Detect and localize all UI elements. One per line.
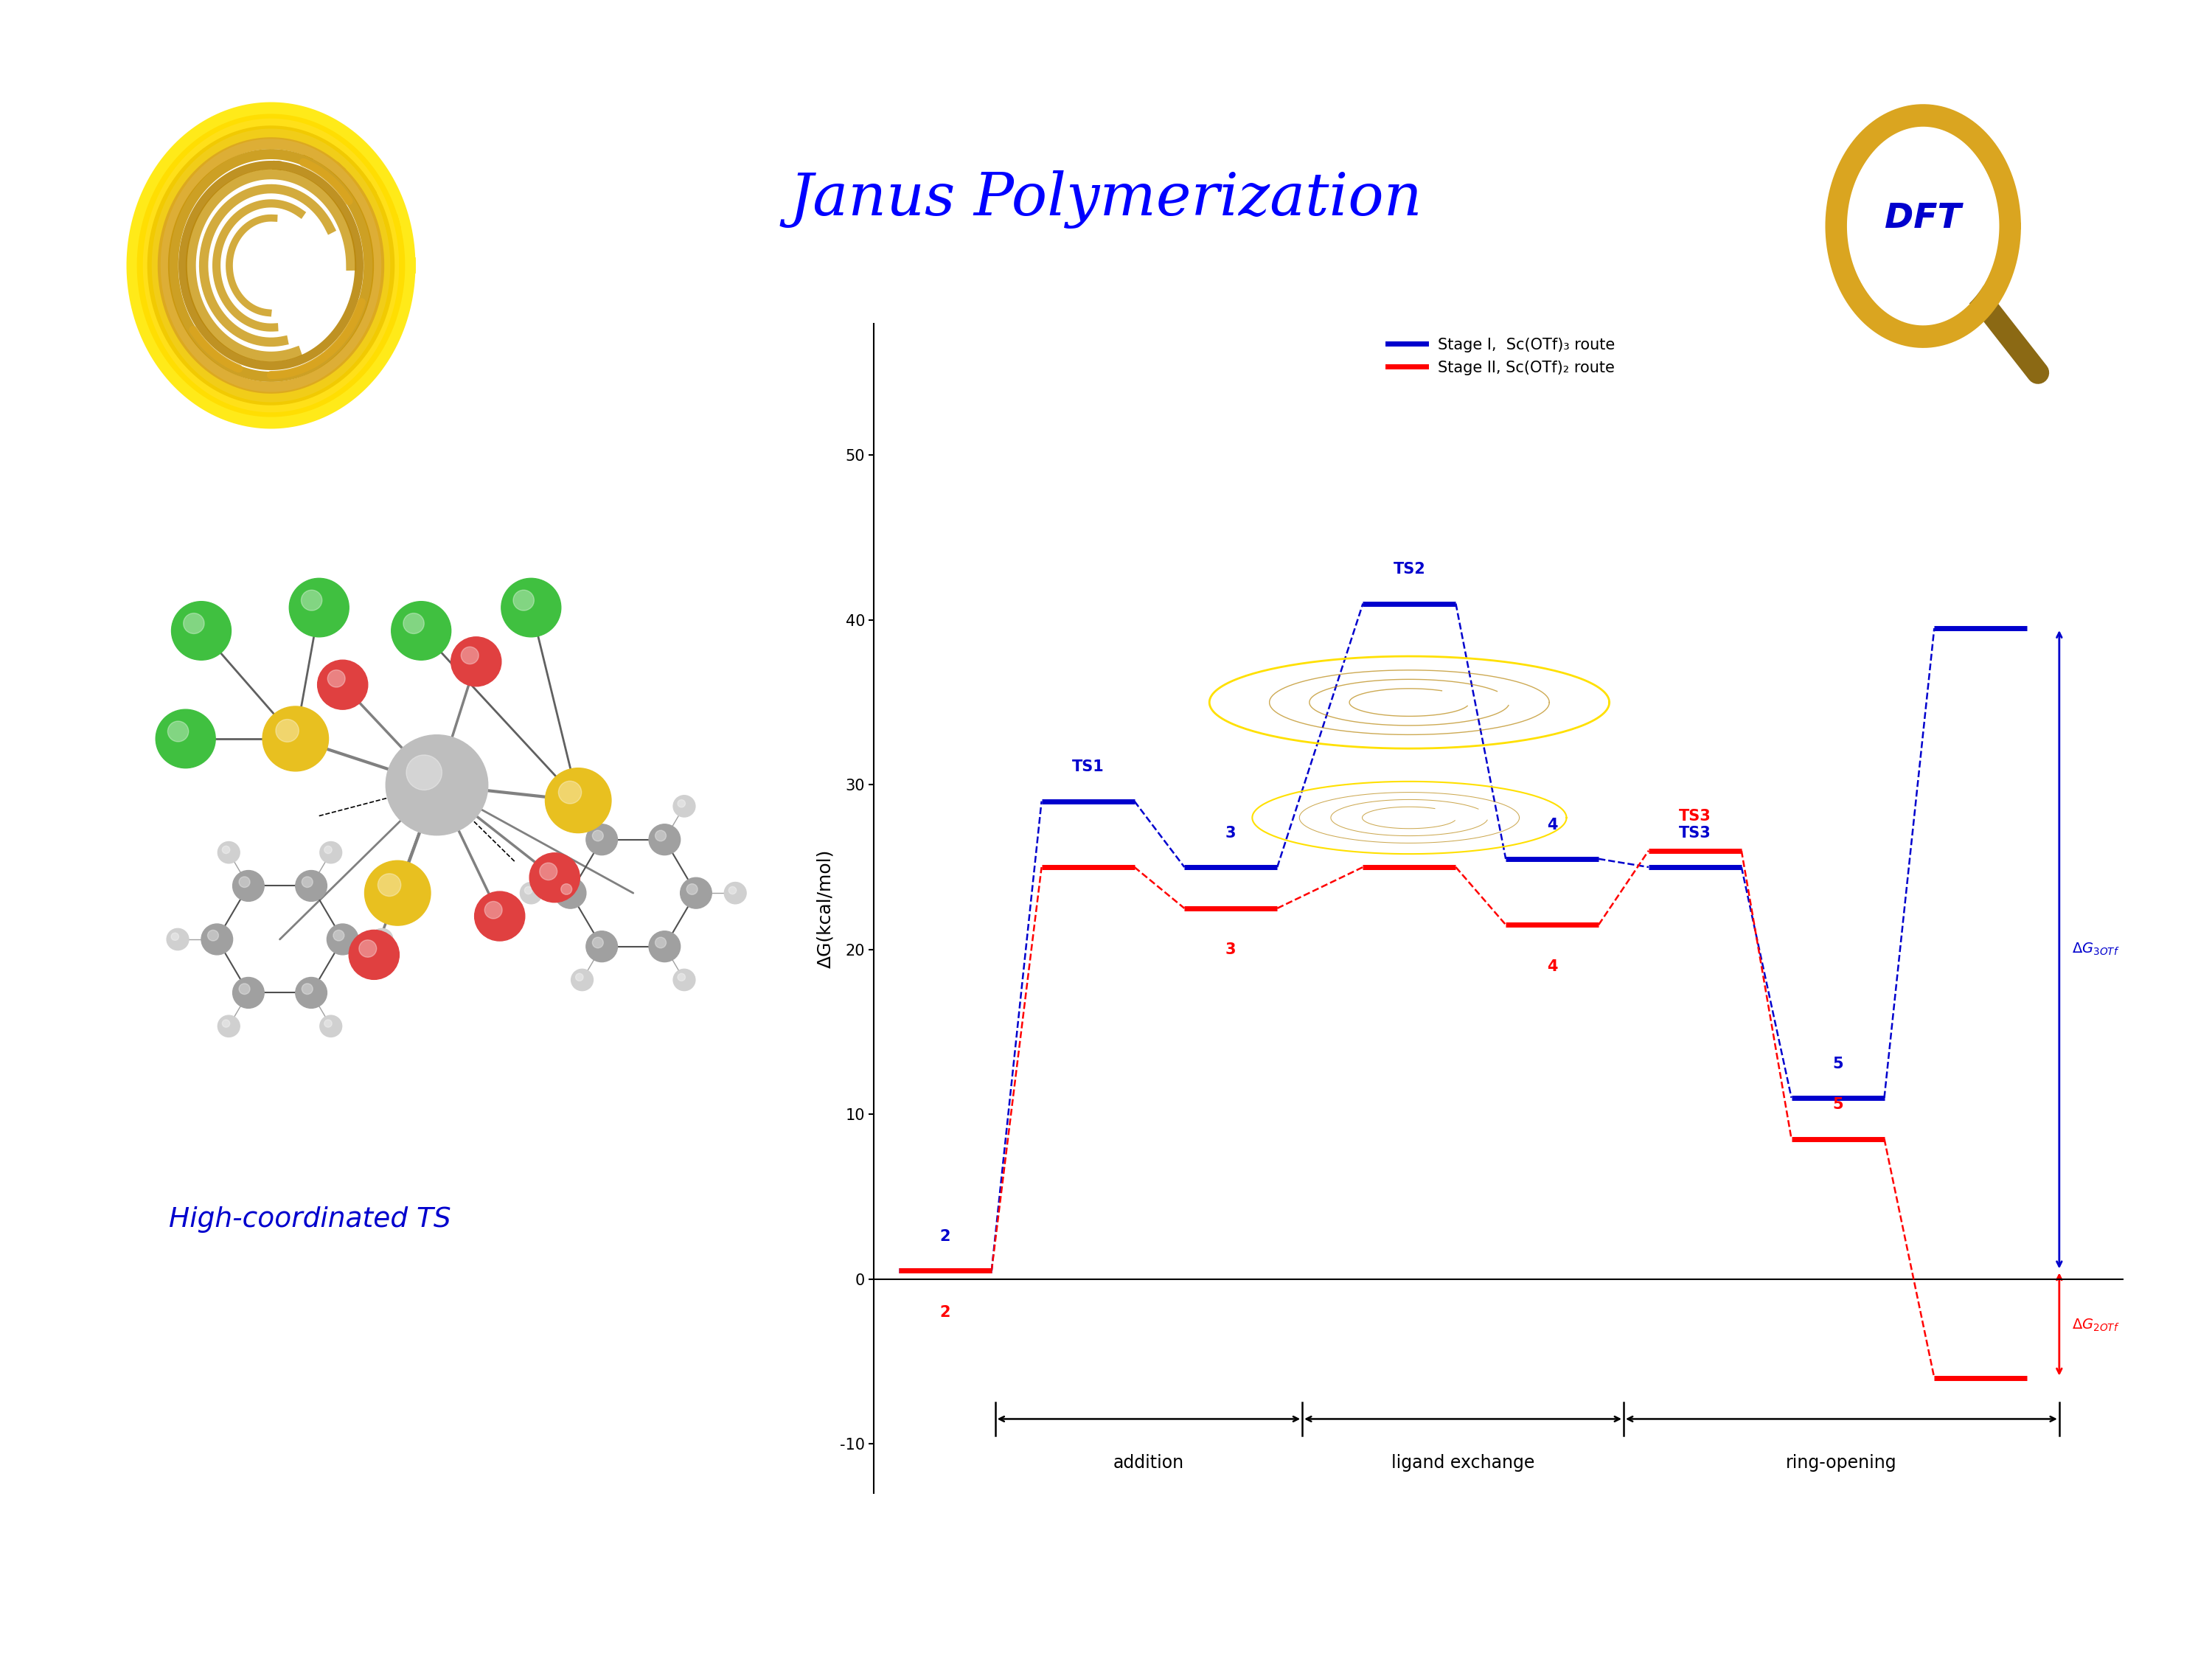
Circle shape — [319, 660, 367, 710]
Circle shape — [301, 876, 312, 888]
Circle shape — [327, 670, 345, 687]
Circle shape — [484, 901, 502, 919]
Circle shape — [301, 591, 323, 611]
Circle shape — [451, 637, 502, 687]
Circle shape — [476, 891, 524, 941]
Circle shape — [321, 1015, 343, 1037]
Circle shape — [686, 884, 697, 894]
Circle shape — [557, 781, 582, 803]
Circle shape — [376, 932, 383, 941]
Circle shape — [321, 841, 343, 863]
Circle shape — [593, 831, 604, 841]
Text: 5: 5 — [1832, 1057, 1843, 1072]
Circle shape — [520, 883, 542, 904]
Text: TS3: TS3 — [1679, 810, 1712, 825]
Circle shape — [655, 831, 666, 841]
Circle shape — [586, 825, 617, 854]
Circle shape — [571, 969, 593, 990]
Circle shape — [540, 863, 557, 879]
Circle shape — [681, 878, 712, 909]
Circle shape — [173, 602, 230, 660]
Circle shape — [365, 861, 431, 926]
Circle shape — [677, 800, 686, 808]
Circle shape — [296, 977, 327, 1009]
Circle shape — [392, 602, 451, 660]
Circle shape — [575, 800, 584, 808]
Circle shape — [290, 579, 349, 637]
Circle shape — [672, 795, 695, 816]
Circle shape — [728, 886, 737, 894]
Circle shape — [378, 874, 400, 896]
Text: DFT: DFT — [1885, 202, 1962, 236]
Circle shape — [385, 735, 489, 834]
Circle shape — [201, 924, 232, 954]
Circle shape — [239, 984, 250, 994]
Circle shape — [593, 937, 604, 947]
Circle shape — [168, 722, 188, 742]
Text: addition: addition — [1113, 1455, 1183, 1472]
Circle shape — [358, 941, 376, 957]
Circle shape — [232, 977, 263, 1009]
Circle shape — [407, 755, 442, 790]
Circle shape — [301, 984, 312, 994]
Text: 3: 3 — [1225, 826, 1237, 841]
Circle shape — [208, 931, 219, 941]
Circle shape — [221, 1020, 230, 1027]
Text: TS3: TS3 — [1679, 826, 1712, 841]
Circle shape — [677, 974, 686, 980]
Circle shape — [166, 929, 188, 951]
Text: 2: 2 — [940, 1306, 951, 1321]
Circle shape — [403, 614, 425, 634]
Text: TS1: TS1 — [1073, 760, 1104, 775]
Circle shape — [575, 974, 584, 980]
Circle shape — [296, 871, 327, 901]
Circle shape — [524, 886, 533, 894]
Text: 5: 5 — [1832, 1098, 1843, 1112]
Circle shape — [184, 614, 204, 634]
Circle shape — [460, 647, 478, 664]
Circle shape — [325, 1020, 332, 1027]
Text: Janus Polymerization: Janus Polymerization — [790, 169, 1422, 229]
Circle shape — [723, 883, 745, 904]
Circle shape — [263, 707, 330, 771]
Y-axis label: ΔG(kcal/mol): ΔG(kcal/mol) — [816, 849, 834, 967]
Text: TS2: TS2 — [1394, 562, 1425, 577]
Text: $\mathit{\Delta G}_{2OTf}$: $\mathit{\Delta G}_{2OTf}$ — [2073, 1317, 2119, 1332]
Polygon shape — [1847, 129, 2000, 324]
Circle shape — [544, 768, 611, 833]
Circle shape — [372, 929, 394, 951]
Text: ring-opening: ring-opening — [1785, 1455, 1898, 1472]
Text: $\mathit{\Delta G}_{3OTf}$: $\mathit{\Delta G}_{3OTf}$ — [2073, 942, 2119, 957]
Circle shape — [672, 969, 695, 990]
Circle shape — [170, 932, 179, 941]
Circle shape — [155, 710, 215, 768]
Circle shape — [349, 931, 398, 979]
Circle shape — [325, 846, 332, 853]
Circle shape — [555, 878, 586, 909]
Circle shape — [502, 579, 562, 637]
Circle shape — [648, 931, 681, 962]
Legend: Stage I,  Sc(OTf)₃ route, Stage II, Sc(OTf)₂ route: Stage I, Sc(OTf)₃ route, Stage II, Sc(OT… — [1380, 332, 1621, 382]
Circle shape — [655, 937, 666, 947]
Circle shape — [232, 871, 263, 901]
Text: High-coordinated TS: High-coordinated TS — [168, 1206, 451, 1233]
Text: 4: 4 — [1546, 959, 1557, 974]
Circle shape — [586, 931, 617, 962]
Circle shape — [221, 846, 230, 853]
Circle shape — [276, 720, 299, 742]
Circle shape — [571, 795, 593, 816]
Text: ligand exchange: ligand exchange — [1391, 1455, 1535, 1472]
Circle shape — [217, 1015, 239, 1037]
Circle shape — [562, 884, 573, 894]
Circle shape — [217, 841, 239, 863]
Text: 2: 2 — [940, 1229, 951, 1244]
Circle shape — [327, 924, 358, 954]
Circle shape — [529, 853, 580, 902]
Circle shape — [334, 931, 345, 941]
Circle shape — [648, 825, 681, 854]
Circle shape — [239, 876, 250, 888]
Circle shape — [513, 591, 533, 611]
Text: 3: 3 — [1225, 942, 1237, 957]
Text: 4: 4 — [1546, 818, 1557, 833]
